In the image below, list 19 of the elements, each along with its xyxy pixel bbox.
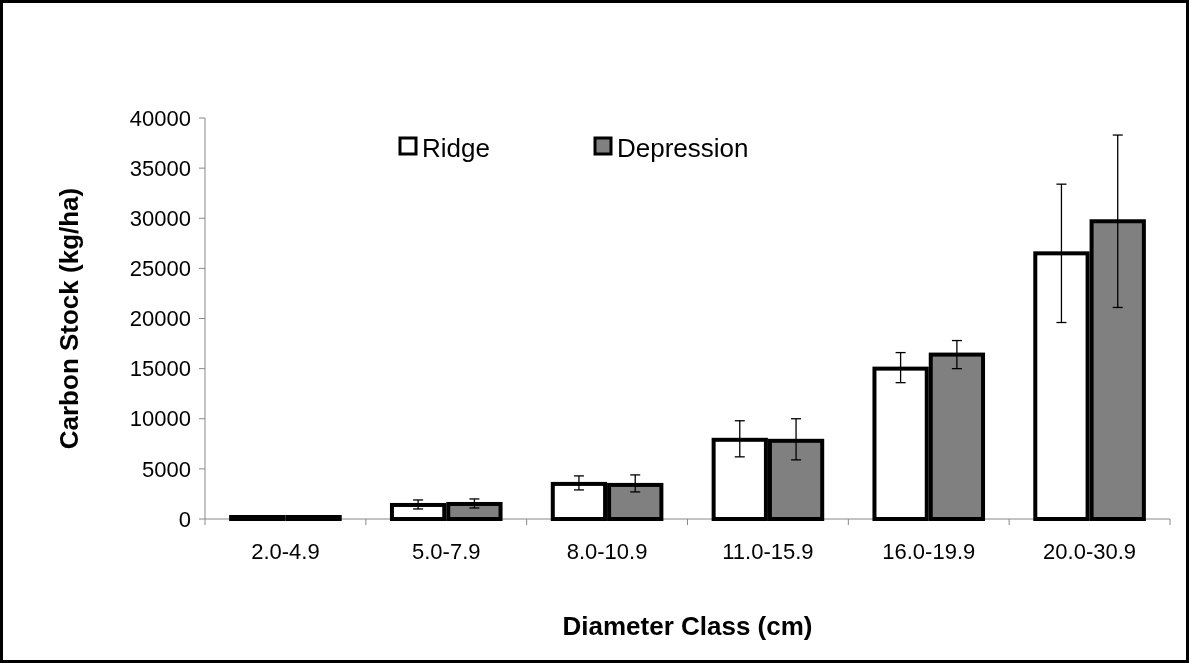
x-tick-label: 2.0-4.9	[251, 539, 320, 564]
x-tick-label: 16.0-19.9	[882, 539, 976, 564]
y-tick-label: 35000	[129, 155, 191, 181]
y-axis-title: Carbon Stock (kg/ha)	[54, 187, 84, 450]
y-tick-label: 10000	[129, 406, 191, 432]
legend-label: Ridge	[422, 133, 490, 164]
x-axis-title: Diameter Class (cm)	[562, 611, 813, 641]
x-tick-label: 20.0-30.9	[1043, 539, 1137, 564]
y-tick-label: 25000	[129, 256, 191, 282]
x-tick-label: 11.0-15.9	[722, 539, 814, 564]
y-tick-label: 0	[178, 506, 191, 532]
y-tick-label: 30000	[129, 205, 191, 231]
y-tick-label: 5000	[142, 456, 191, 482]
x-tick-label: 5.0-7.9	[412, 539, 481, 564]
legend-label: Depression	[617, 133, 749, 164]
y-tick-label: 15000	[129, 356, 191, 382]
y-tick-label: 20000	[129, 306, 191, 332]
y-tick-label: 40000	[129, 105, 191, 131]
x-tick-label: 8.0-10.9	[566, 539, 648, 564]
